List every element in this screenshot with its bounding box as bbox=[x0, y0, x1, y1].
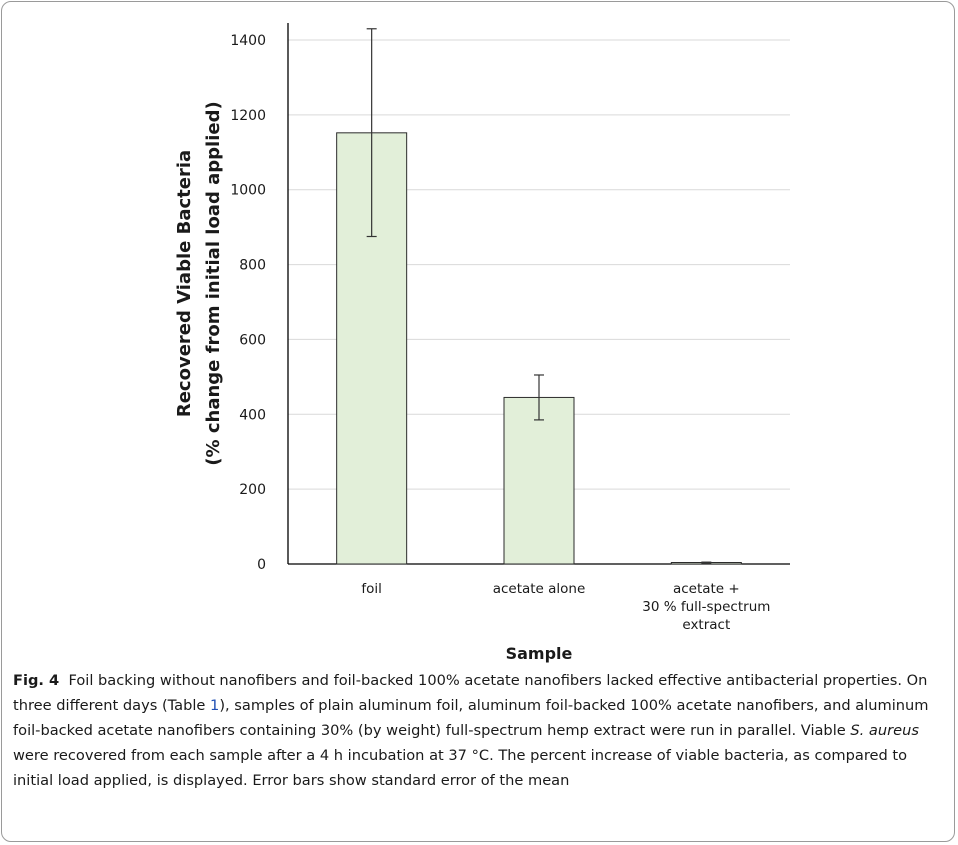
y-tick-label: 400 bbox=[239, 407, 266, 423]
x-tick-label: foil bbox=[361, 581, 382, 597]
caption-species: S. aureus bbox=[850, 722, 919, 739]
table-link[interactable]: 1 bbox=[210, 697, 220, 714]
y-tick-label: 0 bbox=[257, 557, 266, 573]
y-tick-label: 800 bbox=[239, 258, 266, 274]
bar-chart: 0 200 400 600 800 1000 1200 1400 foil acetate alo… bbox=[174, 23, 790, 663]
y-axis-title: Recovered Viable Bacteria (% change from … bbox=[174, 101, 224, 465]
caption-label: Fig. 4 bbox=[13, 672, 60, 689]
x-axis-title: Sample bbox=[506, 644, 573, 663]
y-tick-label: 1000 bbox=[230, 183, 266, 199]
caption-text-1: Foil backing without nanofibers and foil… bbox=[13, 672, 928, 714]
bar bbox=[503, 396, 575, 565]
figure-caption: Fig. 4 Foil backing without nanofibers a… bbox=[13, 668, 943, 793]
y-tick-label: 600 bbox=[239, 332, 266, 348]
x-tick-label: acetate +30 % full-spectrum extract bbox=[642, 581, 770, 633]
x-tick-label: acetate alone bbox=[493, 581, 586, 597]
caption-text-3: were recovered from each sample after a … bbox=[13, 747, 908, 789]
y-tick-label: 1200 bbox=[230, 108, 266, 124]
y-tick-label: 1400 bbox=[230, 33, 266, 49]
y-tick-label: 200 bbox=[239, 482, 266, 498]
caption-text-2: ), samples of plain aluminum foil, alumi… bbox=[13, 697, 929, 739]
